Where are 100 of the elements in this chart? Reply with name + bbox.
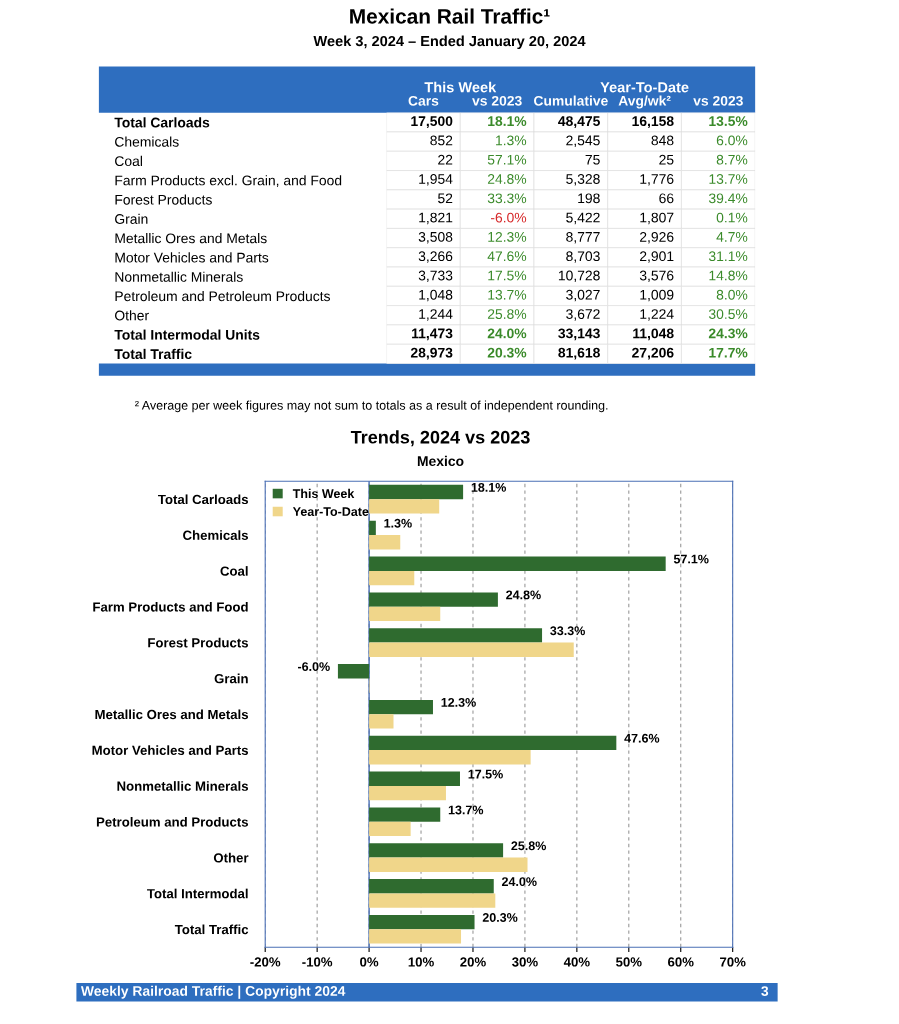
- y-tick-label: Farm Products and Food: [93, 601, 248, 612]
- y-tick-label: Motor Vehicles and Parts: [92, 745, 249, 755]
- data-label: 17,500: [411, 116, 453, 129]
- data-label: 5,422: [566, 212, 600, 225]
- data-label: 848: [651, 135, 674, 146]
- y-tick-label: Total Intermodal Units: [114, 329, 260, 340]
- bar: [369, 771, 460, 786]
- data-label: 75: [585, 154, 600, 165]
- data-label: 8.0%: [716, 289, 748, 300]
- text: This Week: [424, 81, 497, 93]
- bar: [369, 714, 394, 729]
- data-label: 24.8%: [506, 590, 541, 600]
- data-label: 33,143: [558, 328, 600, 341]
- data-label: 24.8%: [487, 174, 527, 184]
- data-label: 1,954: [419, 174, 453, 186]
- data-label: 25: [659, 154, 674, 165]
- data-label: 12.3%: [488, 231, 527, 242]
- data-label: 11,048: [633, 328, 674, 341]
- bar: [369, 785, 446, 801]
- data-label: 17.5%: [468, 769, 503, 779]
- bar: [369, 520, 376, 536]
- data-label: 22: [438, 154, 453, 165]
- data-label: 24.0%: [487, 328, 527, 339]
- data-label: 57.1%: [673, 554, 709, 564]
- x-tick-label: -20%: [250, 957, 281, 967]
- data-label: 47.6%: [487, 251, 527, 262]
- y-tick-label: Grain: [214, 673, 248, 684]
- text: Year-To-Date: [600, 82, 689, 93]
- data-label: 1,244: [419, 309, 453, 321]
- data-label: 5,328: [566, 174, 600, 186]
- data-label: 39.4%: [708, 193, 748, 204]
- data-label: 6.0%: [716, 135, 748, 146]
- data-label: 27,206: [632, 347, 674, 360]
- data-label: 13.7%: [709, 174, 748, 184]
- x-tick-label: 60%: [668, 957, 694, 967]
- data-label: 17.5%: [488, 270, 527, 281]
- bar: [369, 807, 441, 822]
- y-tick-label: Other: [115, 310, 149, 321]
- bar: [369, 857, 528, 872]
- x-tick-label: vs 2023: [693, 95, 743, 106]
- y-tick-label: Petroleum and Petroleum Products: [115, 290, 331, 302]
- data-label: 48,475: [558, 116, 600, 129]
- y-tick-label: Total Carloads: [114, 117, 210, 128]
- data-label: 1.3%: [496, 135, 527, 146]
- data-label: 13.5%: [709, 116, 748, 127]
- data-label: 1.3%: [384, 518, 412, 528]
- data-label: 1,048: [419, 289, 453, 302]
- bar: [369, 893, 496, 908]
- y-tick-label: Farm Products excl. Grain, and Food: [115, 175, 342, 187]
- data-label: 31.1%: [708, 251, 748, 262]
- bar: [369, 592, 498, 607]
- data-label: 11,473: [412, 328, 453, 341]
- y-tick-label: Motor Vehicles and Parts: [115, 252, 269, 263]
- data-label: -6.0%: [490, 212, 527, 223]
- data-label: 24.0%: [501, 877, 537, 887]
- x-tick-label: 20%: [460, 957, 486, 967]
- data-label: 25.8%: [511, 841, 547, 851]
- legend-label: This Week: [292, 488, 355, 499]
- y-tick-label: Metallic Ores and Metals: [95, 709, 249, 720]
- data-label: 52: [438, 193, 453, 204]
- y-tick-label: Total Traffic: [114, 348, 192, 360]
- bar: [369, 879, 494, 894]
- bar: [369, 535, 401, 550]
- x-tick-label: 40%: [563, 957, 590, 967]
- data-label: 1,009: [640, 289, 674, 302]
- bar: [369, 699, 433, 715]
- data-label: 3,508: [418, 231, 453, 244]
- bar: [369, 843, 504, 858]
- data-label: 3,672: [566, 309, 600, 321]
- data-label: 28,973: [410, 347, 453, 360]
- y-tick-label: Total Carloads: [158, 494, 248, 505]
- data-label: 18.1%: [471, 482, 507, 492]
- bar: [337, 664, 370, 679]
- x-tick-label: 30%: [512, 957, 538, 967]
- y-tick-label: Total Traffic: [174, 924, 249, 935]
- y-tick-label: Chemicals: [115, 136, 179, 147]
- data-label: 8,703: [566, 251, 600, 263]
- bar: [369, 642, 574, 657]
- y-tick-label: Forest Products: [115, 194, 212, 205]
- text: ² Average per week figures may not sum to totals as a result of independent rounding.: [135, 400, 608, 413]
- data-label: -6.0%: [297, 662, 330, 671]
- bar: [369, 606, 441, 622]
- x-tick-label: vs 2023: [472, 95, 522, 106]
- data-label: 0.1%: [716, 212, 748, 223]
- data-label: 10,728: [558, 270, 600, 283]
- data-label: 1,224: [640, 309, 674, 321]
- data-label: 66: [659, 193, 674, 204]
- data-label: 25.8%: [487, 309, 527, 319]
- chart-title: Trends, 2024 vs 2023: [350, 430, 530, 447]
- data-label: 47.6%: [624, 733, 660, 743]
- bar: [369, 484, 464, 500]
- data-label: 1,807: [640, 212, 674, 225]
- data-label: 3,027: [566, 289, 600, 302]
- bar: [369, 750, 531, 765]
- x-tick-label: -10%: [302, 957, 333, 967]
- data-label: 33.3%: [550, 626, 585, 636]
- data-label: 30.5%: [708, 309, 748, 319]
- text: Weekly Railroad Traffic | Copyright 2024: [80, 985, 346, 999]
- data-label: 20.3%: [482, 913, 518, 922]
- y-tick-label: Coal: [220, 566, 248, 576]
